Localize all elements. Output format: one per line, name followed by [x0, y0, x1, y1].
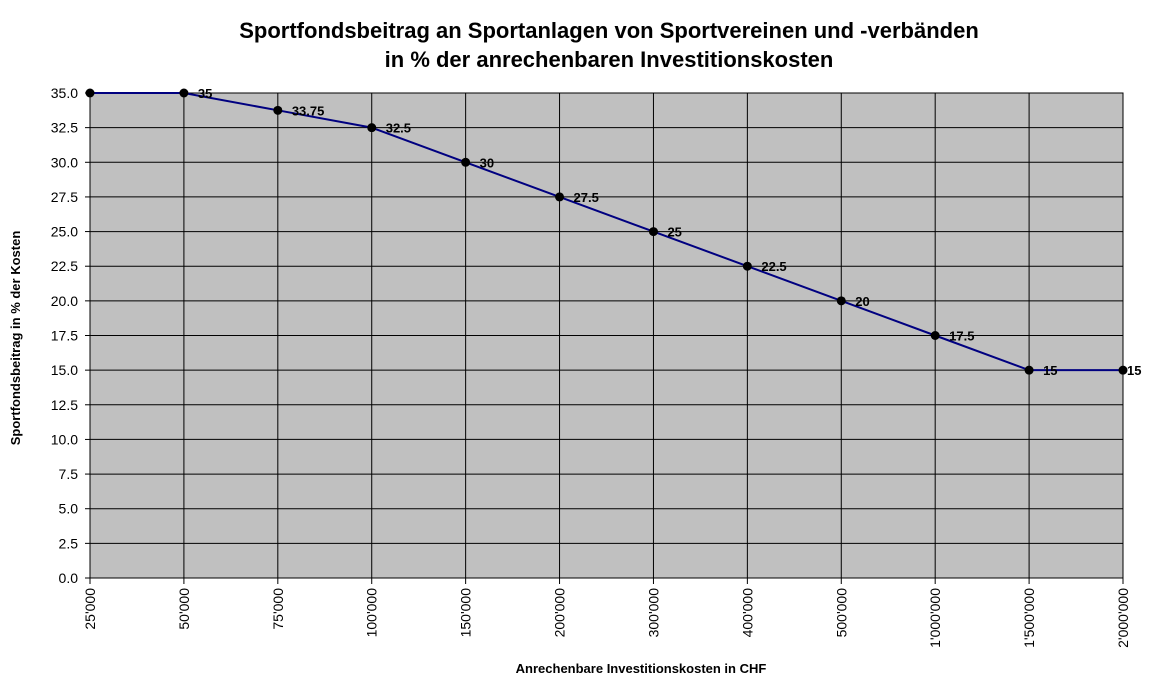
data-point	[179, 88, 189, 98]
x-tick-label: 200'000	[552, 588, 568, 638]
data-point	[836, 296, 846, 306]
y-axis-title: Sportfondsbeitrag in % der Kosten	[8, 231, 23, 446]
data-label: 32.5	[386, 121, 411, 136]
x-axis-title: Anrechenbare Investitionskosten in CHF	[516, 661, 767, 676]
y-tick-label: 12.5	[51, 397, 78, 413]
data-point	[1024, 365, 1034, 375]
x-tick-label: 50'000	[176, 588, 192, 630]
y-tick-label: 22.5	[51, 258, 78, 274]
x-tick-label: 100'000	[364, 588, 380, 638]
data-label: 15	[1043, 363, 1057, 378]
data-label: 30	[480, 155, 494, 170]
data-point	[461, 157, 471, 167]
data-label: 15	[1127, 363, 1141, 378]
y-tick-label: 0.0	[59, 570, 79, 586]
x-tick-label: 1'500'000	[1021, 588, 1037, 648]
y-tick-label: 35.0	[51, 85, 78, 101]
data-labels: 35 33.75 32.5 30 27.5 25 22.5 20 17.5 15 15	[198, 86, 1142, 378]
x-tick-label: 150'000	[458, 588, 474, 638]
data-label: 25	[667, 225, 681, 240]
data-point	[555, 192, 565, 202]
y-tick-label: 20.0	[51, 293, 78, 309]
data-markers	[85, 88, 1128, 375]
data-point	[367, 123, 377, 133]
x-tick-label: 75'000	[270, 588, 286, 630]
x-tick-label: 25'000	[82, 588, 98, 630]
axes	[85, 92, 1124, 584]
data-point	[273, 105, 283, 115]
x-tick-label: 400'000	[739, 588, 755, 638]
data-point	[930, 331, 940, 340]
y-tick-label: 32.5	[51, 120, 78, 136]
y-tick-label: 17.5	[51, 328, 78, 344]
x-tick-label: 300'000	[645, 588, 661, 638]
y-tick-label: 30.0	[51, 154, 78, 170]
x-tick-label: 2'000'000	[1115, 588, 1131, 648]
data-label: 33.75	[292, 103, 325, 118]
x-tick-labels: 25'000 50'000 75'000 100'000 150'000 200'000 3…	[82, 588, 1131, 648]
data-label: 22.5	[761, 259, 786, 274]
data-label: 20	[855, 294, 869, 309]
y-tick-label: 7.5	[59, 466, 79, 482]
y-tick-label: 5.0	[59, 501, 79, 517]
y-tick-label: 10.0	[51, 431, 78, 447]
chart-title-line-1: Sportfondsbeitrag an Sportanlagen von Sp…	[239, 18, 979, 43]
data-point	[85, 88, 95, 98]
x-tick-label: 1'000'000	[927, 588, 943, 648]
y-tick-label: 27.5	[51, 189, 78, 205]
y-tick-label: 25.0	[51, 224, 78, 240]
chart-title: Sportfondsbeitrag an Sportanlagen von Sp…	[239, 18, 979, 72]
y-tick-label: 15.0	[51, 362, 78, 378]
y-tick-label: 2.5	[59, 535, 79, 551]
chart-title-line-2: in % der anrechenbaren Investitionskoste…	[385, 47, 834, 72]
data-point	[648, 227, 658, 237]
data-label: 35	[198, 86, 212, 101]
data-series	[90, 92, 1123, 372]
data-point	[742, 261, 752, 271]
y-tick-labels: 0.0 2.5 5.0 7.5 10.0 12.5 15.0 17.5 20.0 22.5 25.0…	[51, 85, 78, 586]
x-tick-label: 500'000	[833, 588, 849, 638]
data-label: 27.5	[574, 190, 599, 205]
data-label: 17.5	[949, 329, 974, 344]
data-point	[1118, 365, 1128, 375]
series-line	[90, 92, 1123, 372]
